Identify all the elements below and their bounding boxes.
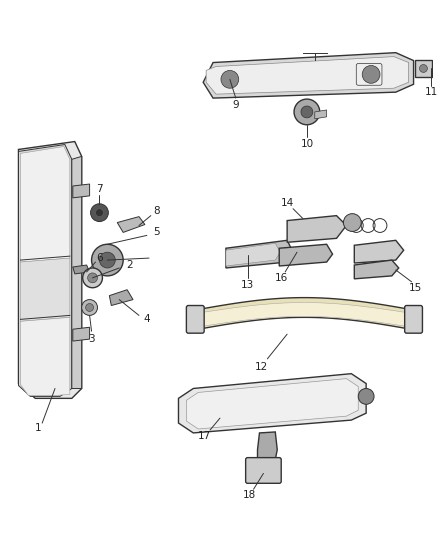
Circle shape xyxy=(343,214,361,231)
Circle shape xyxy=(92,244,123,276)
FancyBboxPatch shape xyxy=(405,305,422,333)
Polygon shape xyxy=(279,244,332,266)
Polygon shape xyxy=(354,240,404,263)
Text: 3: 3 xyxy=(88,334,95,344)
Circle shape xyxy=(95,209,103,216)
Text: 15: 15 xyxy=(409,282,422,293)
Circle shape xyxy=(420,64,427,72)
Polygon shape xyxy=(315,110,327,119)
Text: 2: 2 xyxy=(126,260,132,270)
Circle shape xyxy=(301,106,313,118)
Polygon shape xyxy=(258,432,277,464)
Polygon shape xyxy=(72,156,82,389)
Polygon shape xyxy=(21,317,70,395)
Text: 18: 18 xyxy=(243,490,256,500)
Polygon shape xyxy=(18,142,82,398)
Polygon shape xyxy=(73,184,90,198)
Circle shape xyxy=(221,70,239,88)
Polygon shape xyxy=(110,290,133,305)
Polygon shape xyxy=(198,297,410,329)
Text: 16: 16 xyxy=(275,273,288,283)
Text: 8: 8 xyxy=(153,206,160,216)
Text: 11: 11 xyxy=(425,87,438,97)
Circle shape xyxy=(362,66,380,83)
Polygon shape xyxy=(206,56,409,94)
Circle shape xyxy=(83,268,102,288)
Circle shape xyxy=(99,252,115,268)
Polygon shape xyxy=(287,216,346,243)
Circle shape xyxy=(82,300,98,316)
Polygon shape xyxy=(226,243,280,266)
Polygon shape xyxy=(18,144,72,397)
Text: 13: 13 xyxy=(241,280,254,290)
Polygon shape xyxy=(187,378,358,429)
Polygon shape xyxy=(117,216,145,232)
Polygon shape xyxy=(73,265,90,274)
Text: 17: 17 xyxy=(198,431,211,441)
Text: 5: 5 xyxy=(153,228,160,237)
Text: 7: 7 xyxy=(96,184,103,194)
Polygon shape xyxy=(178,374,366,433)
Text: 10: 10 xyxy=(300,139,314,149)
Text: 12: 12 xyxy=(255,362,268,372)
Polygon shape xyxy=(202,303,406,326)
FancyBboxPatch shape xyxy=(187,305,204,333)
Circle shape xyxy=(294,99,320,125)
Text: 1: 1 xyxy=(35,423,42,433)
Circle shape xyxy=(88,273,98,283)
Text: 9: 9 xyxy=(233,100,239,110)
Polygon shape xyxy=(226,240,293,268)
Polygon shape xyxy=(354,260,399,279)
Text: 4: 4 xyxy=(144,314,150,325)
FancyBboxPatch shape xyxy=(246,458,281,483)
Circle shape xyxy=(86,303,94,311)
Text: 6: 6 xyxy=(96,253,103,263)
Polygon shape xyxy=(21,258,70,321)
Polygon shape xyxy=(21,147,70,262)
Polygon shape xyxy=(73,327,90,341)
Text: 14: 14 xyxy=(280,198,294,208)
Polygon shape xyxy=(203,53,413,98)
FancyBboxPatch shape xyxy=(414,60,432,77)
Circle shape xyxy=(358,389,374,405)
Circle shape xyxy=(91,204,108,222)
